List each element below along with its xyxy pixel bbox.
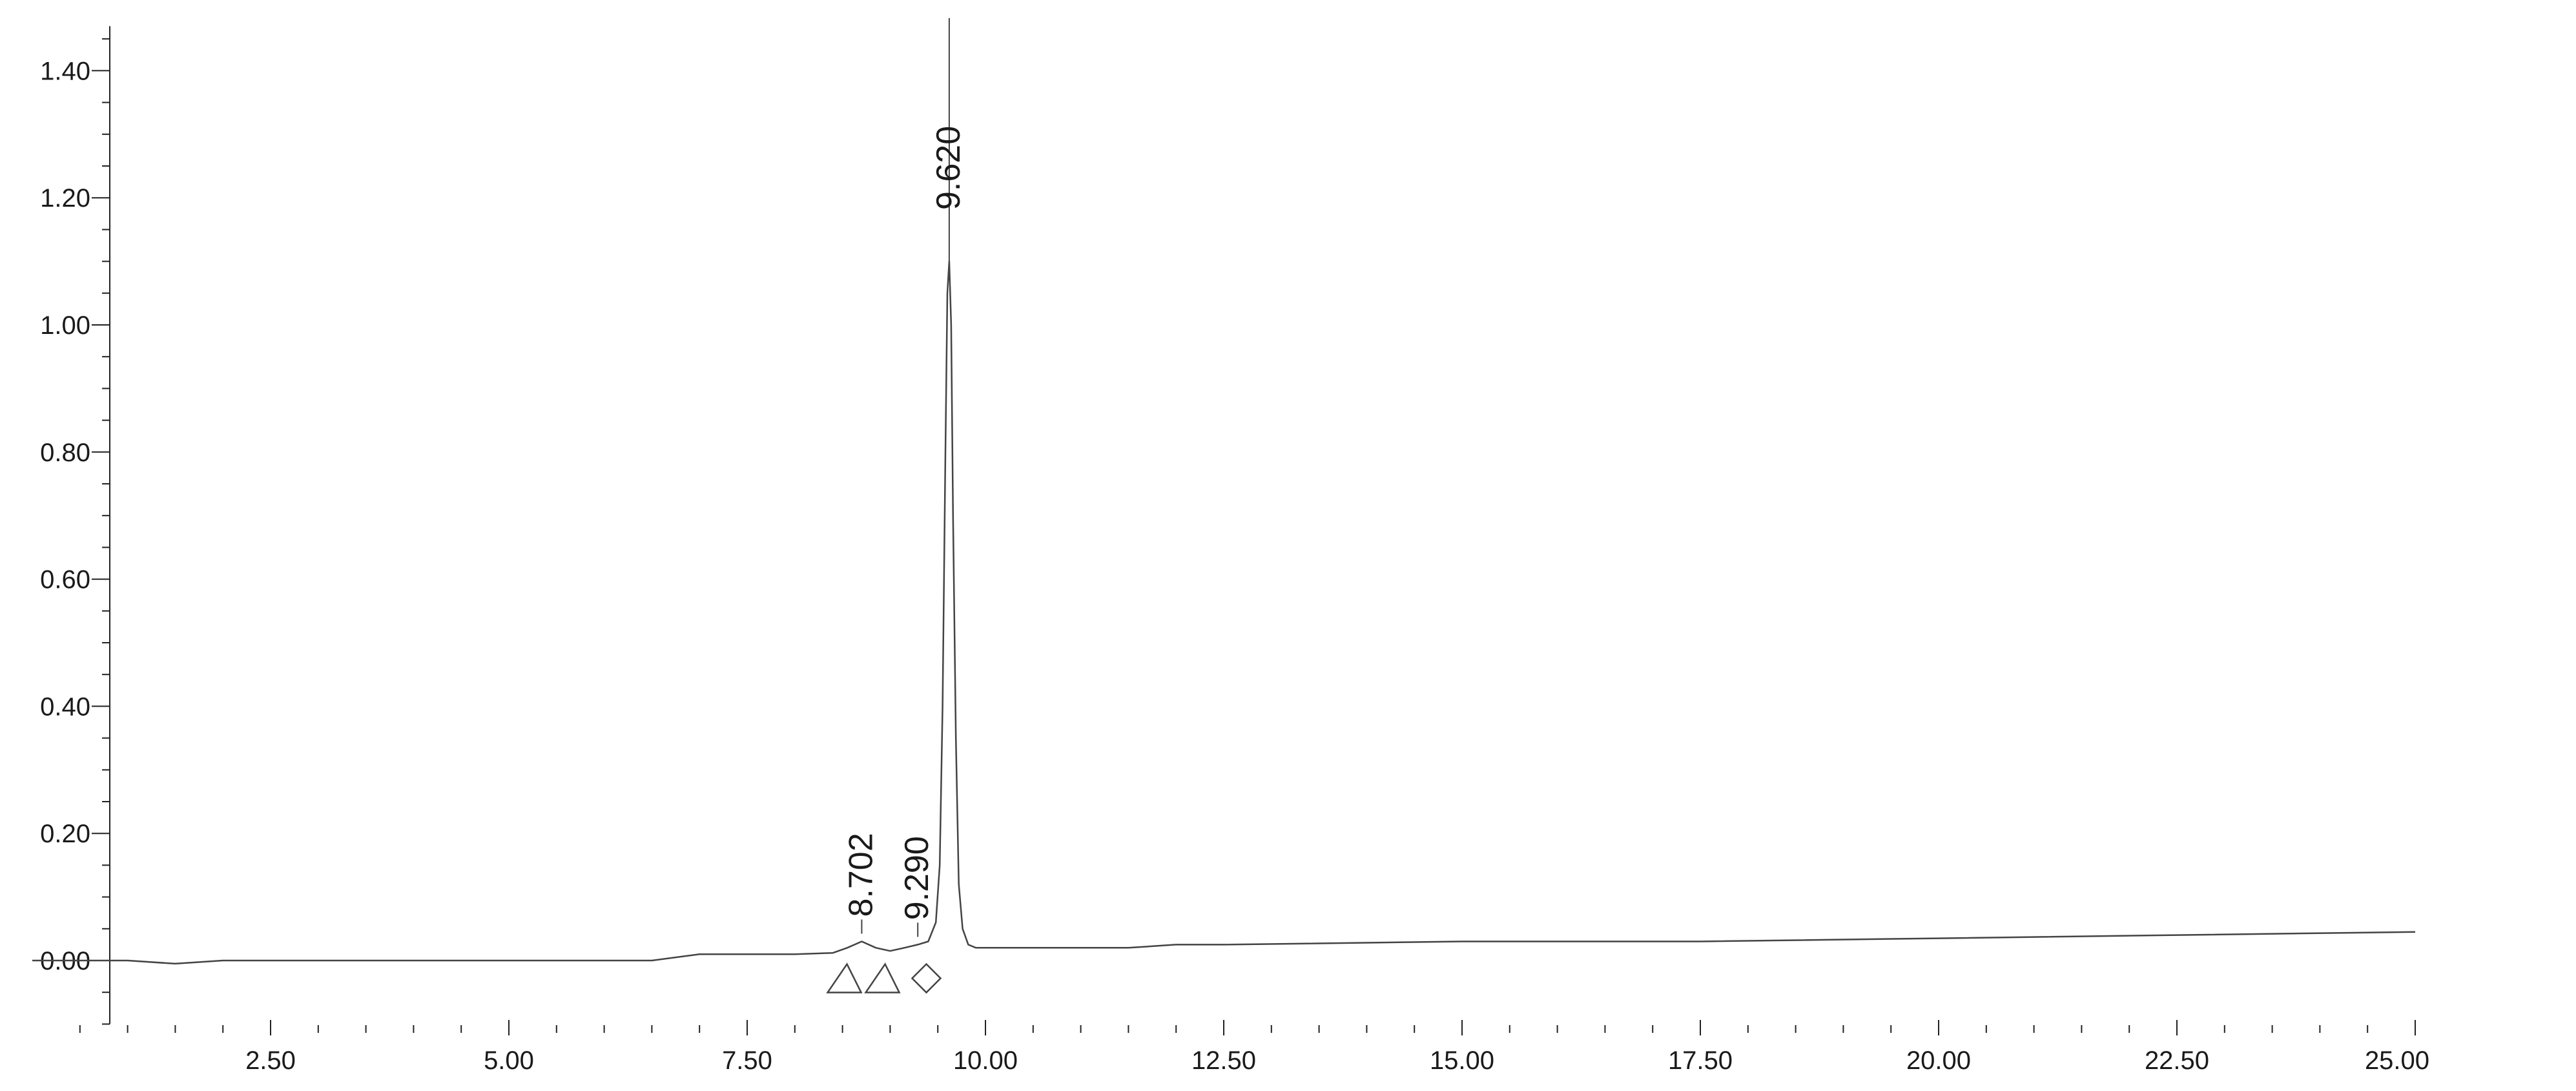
peak-label: 9.620 bbox=[930, 126, 967, 210]
x-tick-label: 20.00 bbox=[1906, 1046, 1971, 1075]
peak-labels-group: 8.702 9.290 9.620 bbox=[842, 18, 967, 937]
axes-group: 0.000.200.400.600.801.001.201.402.50 5.00… bbox=[40, 26, 2429, 1075]
y-tick-label: 0.40 bbox=[40, 692, 90, 721]
x-tick-label: 7.50 bbox=[722, 1046, 772, 1075]
x-tick-label: 15.00 bbox=[1430, 1046, 1494, 1075]
y-tick-label: 1.00 bbox=[40, 311, 90, 340]
x-tick-label: 17.50 bbox=[1668, 1046, 1733, 1075]
integration-triangle-marker bbox=[864, 962, 901, 993]
y-tick-label: 0.20 bbox=[40, 820, 90, 848]
x-tick-label: 2.50 bbox=[245, 1046, 296, 1075]
x-tick-label: 25.00 bbox=[2365, 1046, 2429, 1075]
x-tick-label: 22.50 bbox=[2145, 1046, 2209, 1075]
y-tick-label: 0.80 bbox=[40, 439, 90, 467]
integration-markers-group bbox=[826, 962, 942, 994]
y-tick-label: 1.20 bbox=[40, 184, 90, 213]
peak-label: 9.290 bbox=[898, 836, 936, 920]
x-tick-label: 5.00 bbox=[484, 1046, 534, 1075]
chromatogram-trace bbox=[32, 260, 2416, 965]
peak-label: 8.702 bbox=[842, 833, 880, 917]
x-tick-label: 12.50 bbox=[1191, 1046, 1256, 1075]
y-tick-label: 1.40 bbox=[40, 57, 90, 85]
integration-diamond-marker bbox=[911, 962, 942, 994]
y-tick-label: 0.60 bbox=[40, 566, 90, 594]
integration-triangle-marker bbox=[826, 962, 863, 993]
trace-group bbox=[32, 260, 2416, 965]
x-tick-label: 10.00 bbox=[953, 1046, 1018, 1075]
